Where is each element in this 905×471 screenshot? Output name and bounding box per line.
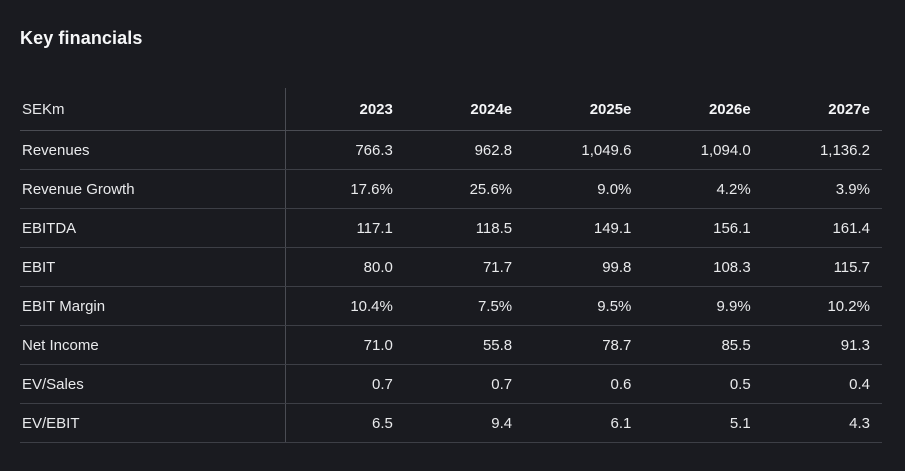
key-financials-table: SEKm 2023 2024e 2025e 2026e 2027e Revenu… [20,88,882,443]
table-row-ebitda: EBITDA 117.1 118.5 149.1 156.1 161.4 [20,208,882,248]
cell-value: 7.5% [404,286,525,326]
cell-value: 0.4 [762,364,882,404]
row-label: Revenue Growth [20,169,286,209]
cell-value: 156.1 [643,208,763,248]
row-label: EV/EBIT [20,403,286,443]
row-label: EBITDA [20,208,286,248]
cell-value: 10.4% [285,286,405,326]
cell-value: 3.9% [762,169,882,209]
cell-value: 9.5% [524,286,644,326]
cell-value: 118.5 [404,208,525,248]
cell-value: 4.3 [762,403,882,443]
cell-value: 5.1 [643,403,763,443]
cell-value: 25.6% [404,169,525,209]
cell-value: 91.3 [762,325,882,365]
cell-value: 6.5 [285,403,405,443]
cell-value: 1,049.6 [524,130,644,170]
table-row-revenues: Revenues 766.3 962.8 1,049.6 1,094.0 1,1… [20,130,882,170]
row-label: EBIT Margin [20,286,286,326]
row-label: EV/Sales [20,364,286,404]
unit-header-cell: SEKm [20,88,286,131]
cell-value: 1,094.0 [643,130,763,170]
cell-value: 117.1 [285,208,405,248]
table-header-row: SEKm 2023 2024e 2025e 2026e 2027e [20,88,882,131]
cell-value: 17.6% [285,169,405,209]
cell-value: 9.9% [643,286,763,326]
cell-value: 161.4 [762,208,882,248]
cell-value: 149.1 [524,208,644,248]
cell-value: 115.7 [762,247,882,287]
cell-value: 99.8 [524,247,644,287]
cell-value: 10.2% [762,286,882,326]
cell-value: 1,136.2 [762,130,882,170]
year-header-2023: 2023 [285,88,405,131]
cell-value: 108.3 [643,247,763,287]
row-label: EBIT [20,247,286,287]
cell-value: 0.7 [404,364,525,404]
cell-value: 766.3 [285,130,405,170]
table-row-ebit-margin: EBIT Margin 10.4% 7.5% 9.5% 9.9% 10.2% [20,286,882,326]
cell-value: 9.0% [524,169,644,209]
cell-value: 85.5 [643,325,763,365]
table-row-revenue-growth: Revenue Growth 17.6% 25.6% 9.0% 4.2% 3.9… [20,169,882,209]
cell-value: 962.8 [404,130,525,170]
table-row-net-income: Net Income 71.0 55.8 78.7 85.5 91.3 [20,325,882,365]
table-row-ev-ebit: EV/EBIT 6.5 9.4 6.1 5.1 4.3 [20,403,882,443]
table-row-ebit: EBIT 80.0 71.7 99.8 108.3 115.7 [20,247,882,287]
cell-value: 71.7 [404,247,525,287]
cell-value: 4.2% [643,169,763,209]
cell-value: 0.6 [524,364,644,404]
row-label: Revenues [20,130,286,170]
cell-value: 55.8 [404,325,525,365]
cell-value: 6.1 [524,403,644,443]
row-label: Net Income [20,325,286,365]
cell-value: 71.0 [285,325,405,365]
table-row-ev-sales: EV/Sales 0.7 0.7 0.6 0.5 0.4 [20,364,882,404]
cell-value: 9.4 [404,403,525,443]
cell-value: 0.5 [643,364,763,404]
cell-value: 80.0 [285,247,405,287]
key-financials-section: Key financials SEKm 2023 2024e 2025e 202… [20,28,882,443]
year-header-2027e: 2027e [762,88,882,131]
cell-value: 78.7 [524,325,644,365]
year-header-2025e: 2025e [524,88,644,131]
year-header-2024e: 2024e [404,88,525,131]
cell-value: 0.7 [285,364,405,404]
section-title: Key financials [20,28,143,48]
year-header-2026e: 2026e [643,88,763,131]
